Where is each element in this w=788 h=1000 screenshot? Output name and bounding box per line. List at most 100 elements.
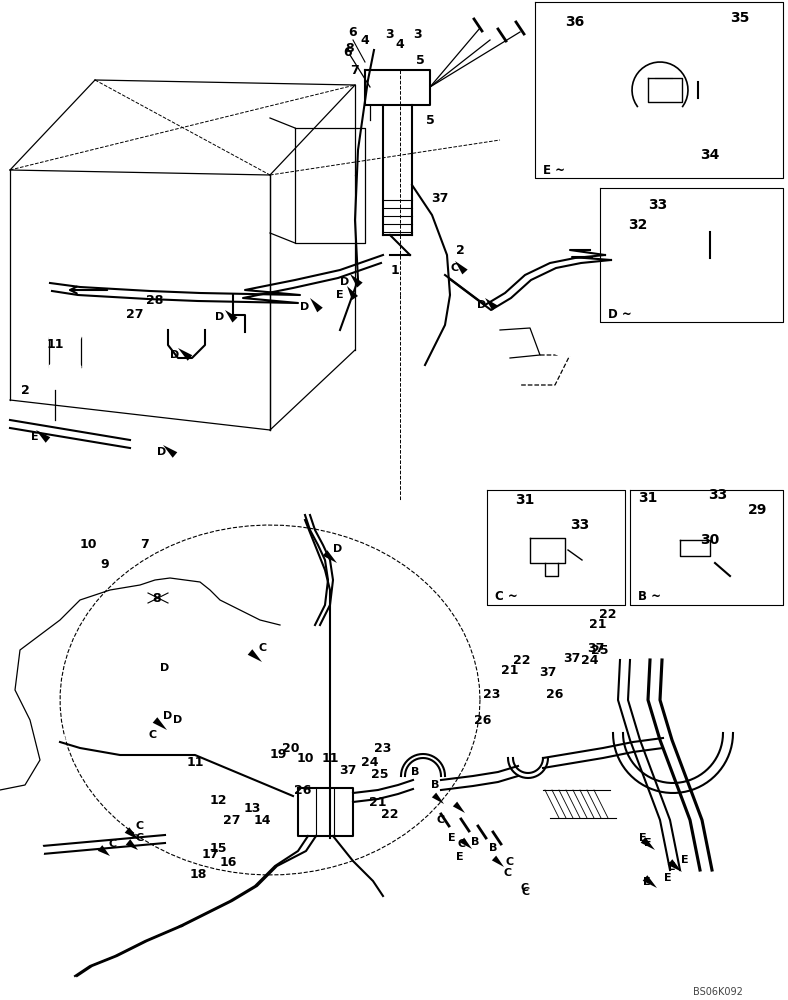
Text: 27: 27	[126, 308, 143, 322]
Ellipse shape	[699, 227, 721, 233]
Text: E: E	[639, 833, 647, 843]
Text: D: D	[333, 544, 343, 554]
Text: D: D	[161, 663, 169, 673]
Text: C: C	[504, 868, 512, 878]
Text: 23: 23	[374, 742, 392, 754]
Ellipse shape	[402, 57, 414, 66]
Text: C ~: C ~	[495, 590, 518, 603]
Text: E: E	[32, 432, 39, 442]
Circle shape	[677, 530, 713, 566]
Text: 13: 13	[243, 802, 261, 814]
Circle shape	[331, 836, 341, 846]
Polygon shape	[347, 286, 358, 300]
Text: 37: 37	[431, 192, 448, 205]
Text: BS06K092: BS06K092	[693, 987, 743, 997]
Text: 20: 20	[282, 742, 299, 754]
Text: 9: 9	[101, 558, 110, 572]
Text: 32: 32	[628, 218, 648, 232]
Text: E: E	[448, 833, 455, 843]
Text: 34: 34	[701, 148, 719, 162]
Circle shape	[51, 733, 65, 747]
Text: E: E	[668, 862, 676, 872]
Text: 18: 18	[189, 868, 206, 882]
Text: C: C	[136, 833, 144, 843]
Text: 27: 27	[223, 814, 241, 826]
Circle shape	[547, 320, 583, 356]
Text: 12: 12	[210, 794, 227, 806]
Ellipse shape	[49, 361, 81, 372]
Polygon shape	[641, 837, 655, 850]
Text: 24: 24	[361, 756, 379, 768]
Text: 7: 7	[351, 64, 359, 77]
Text: 2: 2	[455, 243, 464, 256]
Ellipse shape	[475, 23, 481, 27]
Polygon shape	[455, 261, 467, 274]
Text: C: C	[109, 839, 117, 849]
Text: 6: 6	[344, 45, 352, 58]
Ellipse shape	[414, 134, 426, 146]
Circle shape	[352, 62, 364, 74]
Circle shape	[315, 836, 325, 846]
Ellipse shape	[49, 332, 81, 342]
Text: 33: 33	[571, 518, 589, 532]
Text: C: C	[437, 815, 445, 825]
Text: C: C	[506, 857, 514, 867]
Text: C: C	[458, 839, 466, 849]
Polygon shape	[153, 717, 167, 730]
Text: 19: 19	[269, 748, 287, 762]
Text: D: D	[163, 711, 173, 721]
Ellipse shape	[702, 257, 718, 263]
Text: E ~: E ~	[543, 163, 565, 176]
Text: D ~: D ~	[608, 308, 632, 320]
Text: 5: 5	[415, 53, 425, 66]
Text: 7: 7	[140, 538, 150, 552]
Polygon shape	[492, 856, 504, 867]
Text: 22: 22	[381, 808, 399, 822]
Text: 11: 11	[322, 752, 339, 764]
Text: C: C	[521, 883, 529, 893]
Text: E: E	[643, 877, 651, 887]
Text: E: E	[456, 852, 464, 862]
Text: 25: 25	[591, 644, 609, 656]
Ellipse shape	[705, 228, 715, 232]
Polygon shape	[225, 310, 237, 323]
Text: 14: 14	[253, 814, 271, 826]
Circle shape	[78, 533, 92, 547]
Text: 33: 33	[708, 488, 727, 502]
Text: 17: 17	[201, 848, 219, 861]
Polygon shape	[643, 875, 657, 888]
Circle shape	[228, 283, 238, 293]
Text: D: D	[173, 715, 183, 725]
Text: 15: 15	[210, 842, 227, 854]
Text: C: C	[149, 730, 157, 740]
Text: D: D	[158, 447, 166, 457]
Text: 21: 21	[589, 618, 607, 632]
Polygon shape	[310, 298, 323, 312]
Text: B: B	[431, 780, 439, 790]
Text: C: C	[522, 887, 530, 897]
Polygon shape	[178, 348, 192, 361]
Text: 26: 26	[474, 714, 492, 726]
Text: 35: 35	[730, 11, 749, 25]
Text: 24: 24	[582, 654, 599, 666]
Text: E: E	[644, 838, 652, 848]
Text: 21: 21	[370, 796, 387, 810]
Polygon shape	[36, 430, 50, 443]
Text: D: D	[478, 300, 487, 310]
Polygon shape	[247, 649, 262, 662]
Text: 36: 36	[565, 15, 585, 29]
Ellipse shape	[499, 33, 505, 37]
Text: B: B	[470, 837, 479, 847]
Text: D: D	[170, 350, 180, 360]
Text: 8: 8	[153, 591, 162, 604]
Text: 1: 1	[391, 263, 400, 276]
Text: 26: 26	[294, 784, 312, 796]
Text: 37: 37	[340, 764, 357, 776]
Text: 37: 37	[587, 642, 604, 654]
Polygon shape	[453, 802, 465, 813]
Text: C: C	[136, 821, 144, 831]
Polygon shape	[323, 550, 337, 563]
Text: A: A	[559, 330, 571, 346]
Text: C: C	[451, 263, 459, 273]
Text: 31: 31	[638, 491, 658, 505]
